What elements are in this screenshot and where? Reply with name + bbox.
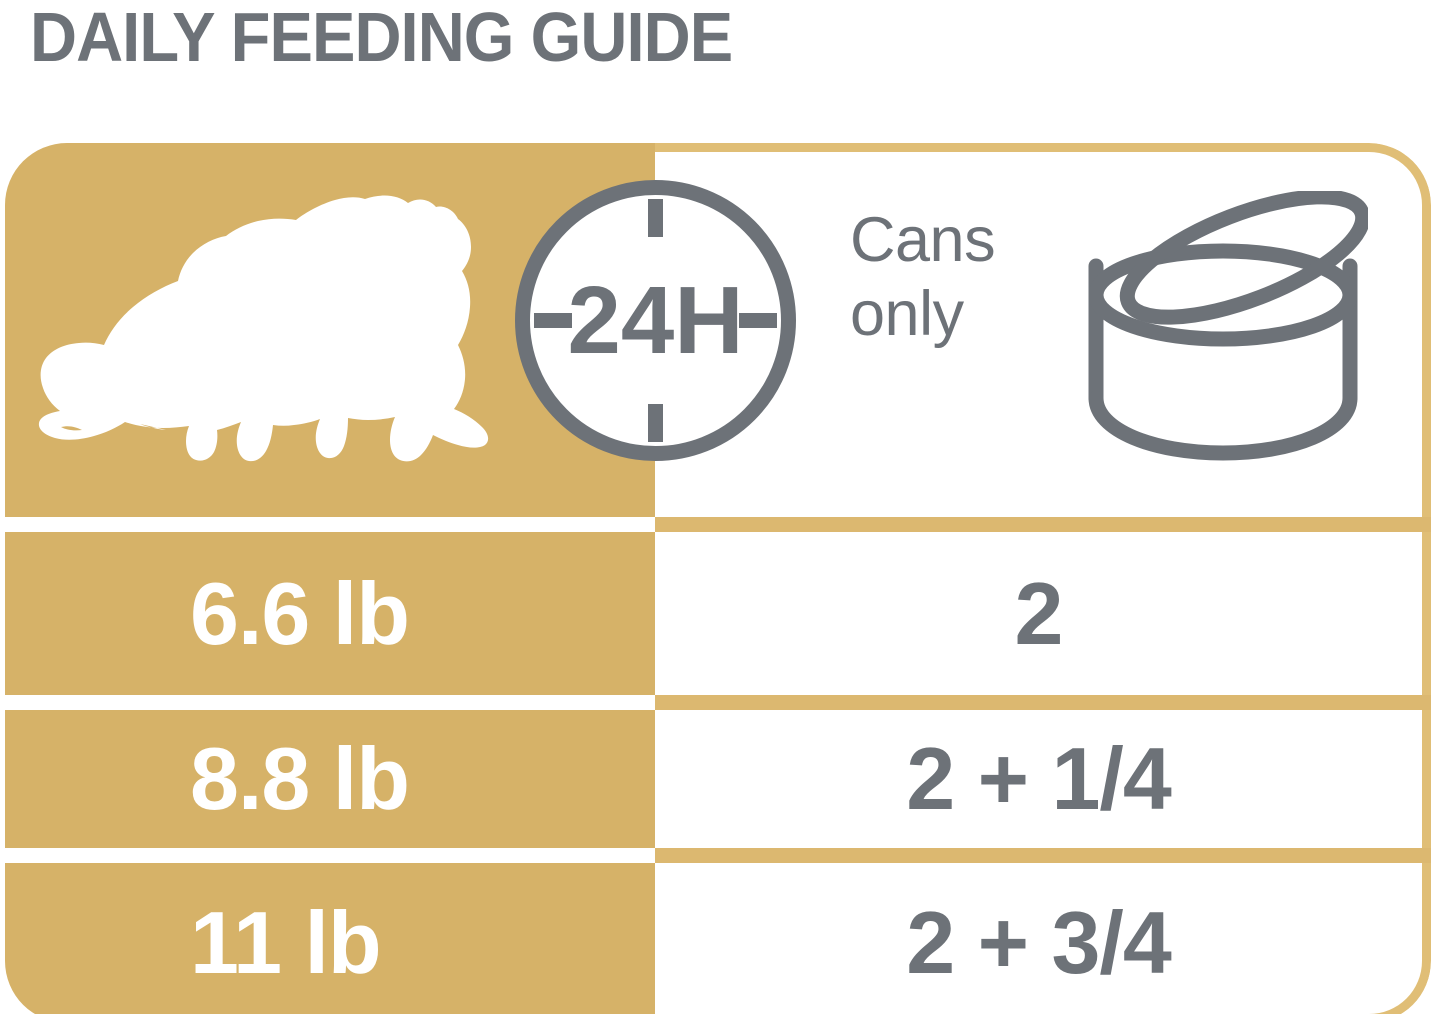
- open-can-icon: [1078, 189, 1371, 476]
- row-divider-right-segment: [655, 848, 1431, 863]
- duration-badge-text: 24H: [567, 267, 743, 374]
- weight-cell: 11 lb: [190, 893, 382, 992]
- row-divider-left-segment: [5, 848, 655, 863]
- amount-cell: 2 + 3/4: [906, 893, 1172, 992]
- amount-cell: 2 + 1/4: [906, 729, 1172, 828]
- row-divider: [5, 695, 1431, 710]
- row-divider-right-segment: [655, 695, 1431, 710]
- cat-silhouette-icon: [30, 191, 490, 481]
- table-row: 6.6 lb 2: [5, 532, 1431, 695]
- row-divider-left-segment: [5, 695, 655, 710]
- cans-only-label: Cans only: [850, 205, 996, 350]
- table-row: 8.8 lb 2 + 1/4: [5, 710, 1431, 848]
- feeding-guide-card: 24H Cans only: [5, 143, 1431, 1014]
- row-divider-right-segment: [655, 517, 1431, 532]
- row-divider-left-segment: [5, 517, 655, 532]
- weight-cell: 8.8 lb: [190, 729, 410, 828]
- weight-cell: 6.6 lb: [190, 563, 410, 663]
- page-title: DAILY FEEDING GUIDE: [30, 0, 733, 76]
- table-row: 11 lb 2 + 3/4: [5, 863, 1431, 1014]
- amount-cell: 2: [1014, 563, 1064, 663]
- row-divider: [5, 517, 1431, 532]
- clock-icon: 24H: [508, 173, 803, 468]
- row-divider: [5, 848, 1431, 863]
